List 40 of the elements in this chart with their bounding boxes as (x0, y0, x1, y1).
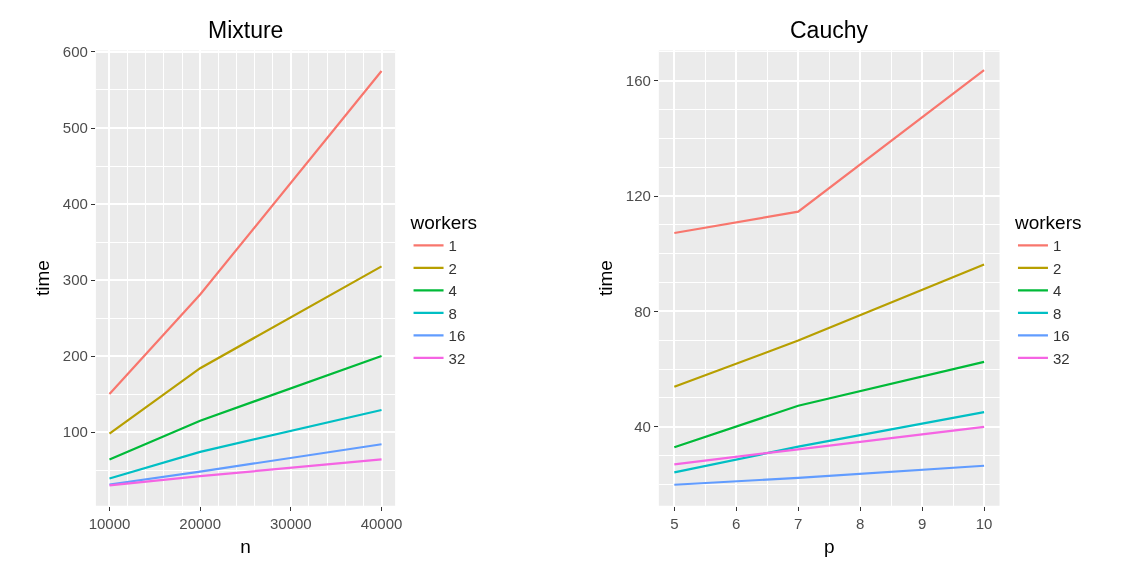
x-tick-label: 10000 (88, 514, 131, 532)
legend-title: workers (409, 212, 478, 234)
y-tick-label: 100 (62, 423, 88, 441)
y-tick-label: 500 (62, 119, 88, 137)
x-tick-label: 8 (856, 514, 865, 532)
x-axis-title: n (240, 535, 251, 557)
legend-label: 2 (448, 259, 457, 277)
y-axis-title: time (594, 260, 616, 297)
x-tick-label: 20000 (179, 514, 222, 532)
legend-label: 4 (448, 282, 457, 300)
chart-title: Cauchy (790, 17, 869, 43)
legend-label: 2 (1052, 259, 1062, 277)
y-tick-label: 160 (625, 71, 651, 89)
legend-label: 32 (448, 349, 466, 367)
x-tick-label: 10 (975, 514, 993, 532)
y-tick-label: 400 (62, 195, 88, 213)
x-tick-label: 9 (917, 514, 927, 532)
legend-label: 16 (1052, 327, 1070, 345)
y-tick-label: 80 (634, 302, 651, 320)
x-tick-label: 40000 (360, 514, 403, 532)
legend-label: 8 (1052, 304, 1062, 322)
legend-title: workers (1013, 212, 1082, 234)
y-axis-title: time (31, 260, 53, 297)
x-tick-label: 6 (732, 514, 741, 532)
x-axis-title: p (823, 535, 835, 557)
y-tick-label: 200 (62, 347, 88, 365)
y-tick-label: 40 (634, 418, 651, 436)
x-tick-label: 30000 (270, 514, 312, 532)
legend-label: 16 (448, 327, 466, 345)
legend-label: 32 (1052, 349, 1070, 367)
y-tick-label: 600 (62, 43, 88, 61)
legend-label: 1 (1052, 237, 1062, 255)
x-tick-label: 7 (794, 514, 803, 532)
y-tick-label: 120 (625, 187, 651, 205)
chart-title: Mixture (208, 17, 284, 43)
y-tick-label: 300 (62, 271, 88, 289)
x-tick-label: 5 (670, 514, 679, 532)
legend-label: 4 (1052, 282, 1062, 300)
legend-label: 8 (448, 304, 457, 322)
legend-label: 1 (448, 237, 457, 255)
